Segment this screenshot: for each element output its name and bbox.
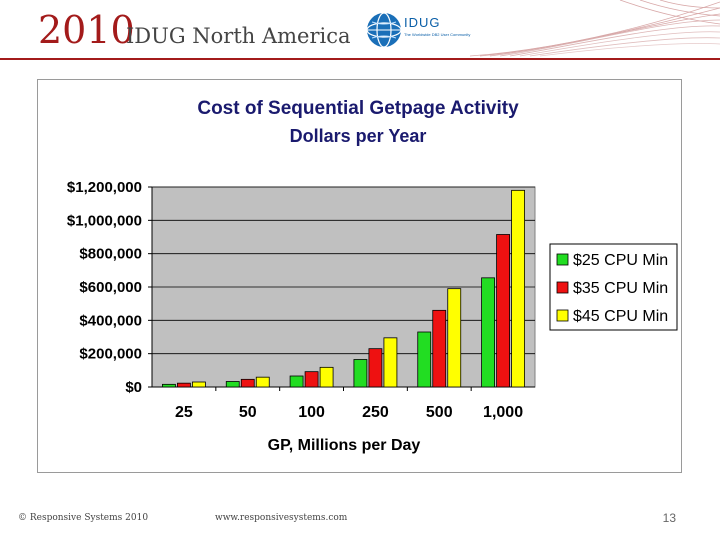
- legend-swatch: [556, 253, 569, 266]
- bar: [432, 309, 447, 388]
- bar: [255, 376, 270, 388]
- bar: [496, 234, 510, 388]
- x-tick-label: 250: [362, 404, 389, 421]
- bar: [383, 337, 398, 388]
- y-tick-label: $200,000: [79, 346, 142, 363]
- bar: [240, 378, 255, 388]
- bar: [192, 381, 206, 388]
- x-tick-label: 500: [426, 404, 453, 421]
- bar: [511, 189, 525, 388]
- idug-logo-text: IDUG: [404, 15, 441, 30]
- chart-title: Cost of Sequential Getpage Activity: [197, 98, 519, 119]
- header-year: 2010: [38, 8, 135, 52]
- bar: [177, 382, 191, 388]
- y-tick-label: $1,000,000: [67, 212, 142, 229]
- legend-swatch: [556, 281, 569, 294]
- x-tick-label: 100: [298, 404, 325, 421]
- chart-frame: Cost of Sequential Getpage Activity Doll…: [37, 79, 682, 473]
- y-tick-label: $800,000: [79, 246, 142, 263]
- x-tick-label: 50: [239, 404, 257, 421]
- bar: [353, 359, 368, 388]
- y-tick-label: $0: [125, 379, 142, 396]
- y-tick-label: $600,000: [79, 279, 142, 296]
- page-number: 13: [662, 511, 676, 525]
- bar: [289, 375, 304, 388]
- bar: [417, 331, 432, 388]
- legend-label: $25 CPU Min: [573, 252, 668, 269]
- legend-box: [549, 243, 678, 331]
- bar: [481, 277, 495, 388]
- x-tick-label: 25: [175, 404, 193, 421]
- bar: [304, 371, 319, 388]
- legend-swatch: [556, 309, 569, 322]
- bar: [225, 381, 240, 388]
- header-conference-title: IDUG North America: [126, 24, 351, 48]
- bar: [447, 288, 462, 388]
- x-tick-label: 1,000: [483, 404, 523, 421]
- header-divider: [0, 58, 720, 60]
- chart-subtitle: Dollars per Year: [290, 126, 427, 146]
- legend-label: $35 CPU Min: [573, 280, 668, 297]
- y-tick-label: $1,200,000: [67, 179, 142, 196]
- slide-header: 2010 IDUG North America IDUG The Worldwi…: [0, 0, 720, 62]
- chart-svg: Cost of Sequential Getpage Activity Doll…: [67, 98, 678, 454]
- legend-label: $45 CPU Min: [573, 308, 668, 325]
- bar: [319, 366, 334, 388]
- y-tick-label: $400,000: [79, 312, 142, 329]
- header-decoration-lines: [470, 0, 720, 57]
- idug-logo-tagline: The Worldwide DB2 User Community: [404, 32, 471, 37]
- bar: [368, 348, 383, 388]
- idug-globe-icon: [366, 12, 402, 48]
- bar: [162, 383, 176, 388]
- footer-copyright: © Responsive Systems 2010: [18, 513, 149, 523]
- x-axis-label: GP, Millions per Day: [268, 437, 421, 454]
- footer-website: www.responsivesystems.com: [215, 513, 348, 523]
